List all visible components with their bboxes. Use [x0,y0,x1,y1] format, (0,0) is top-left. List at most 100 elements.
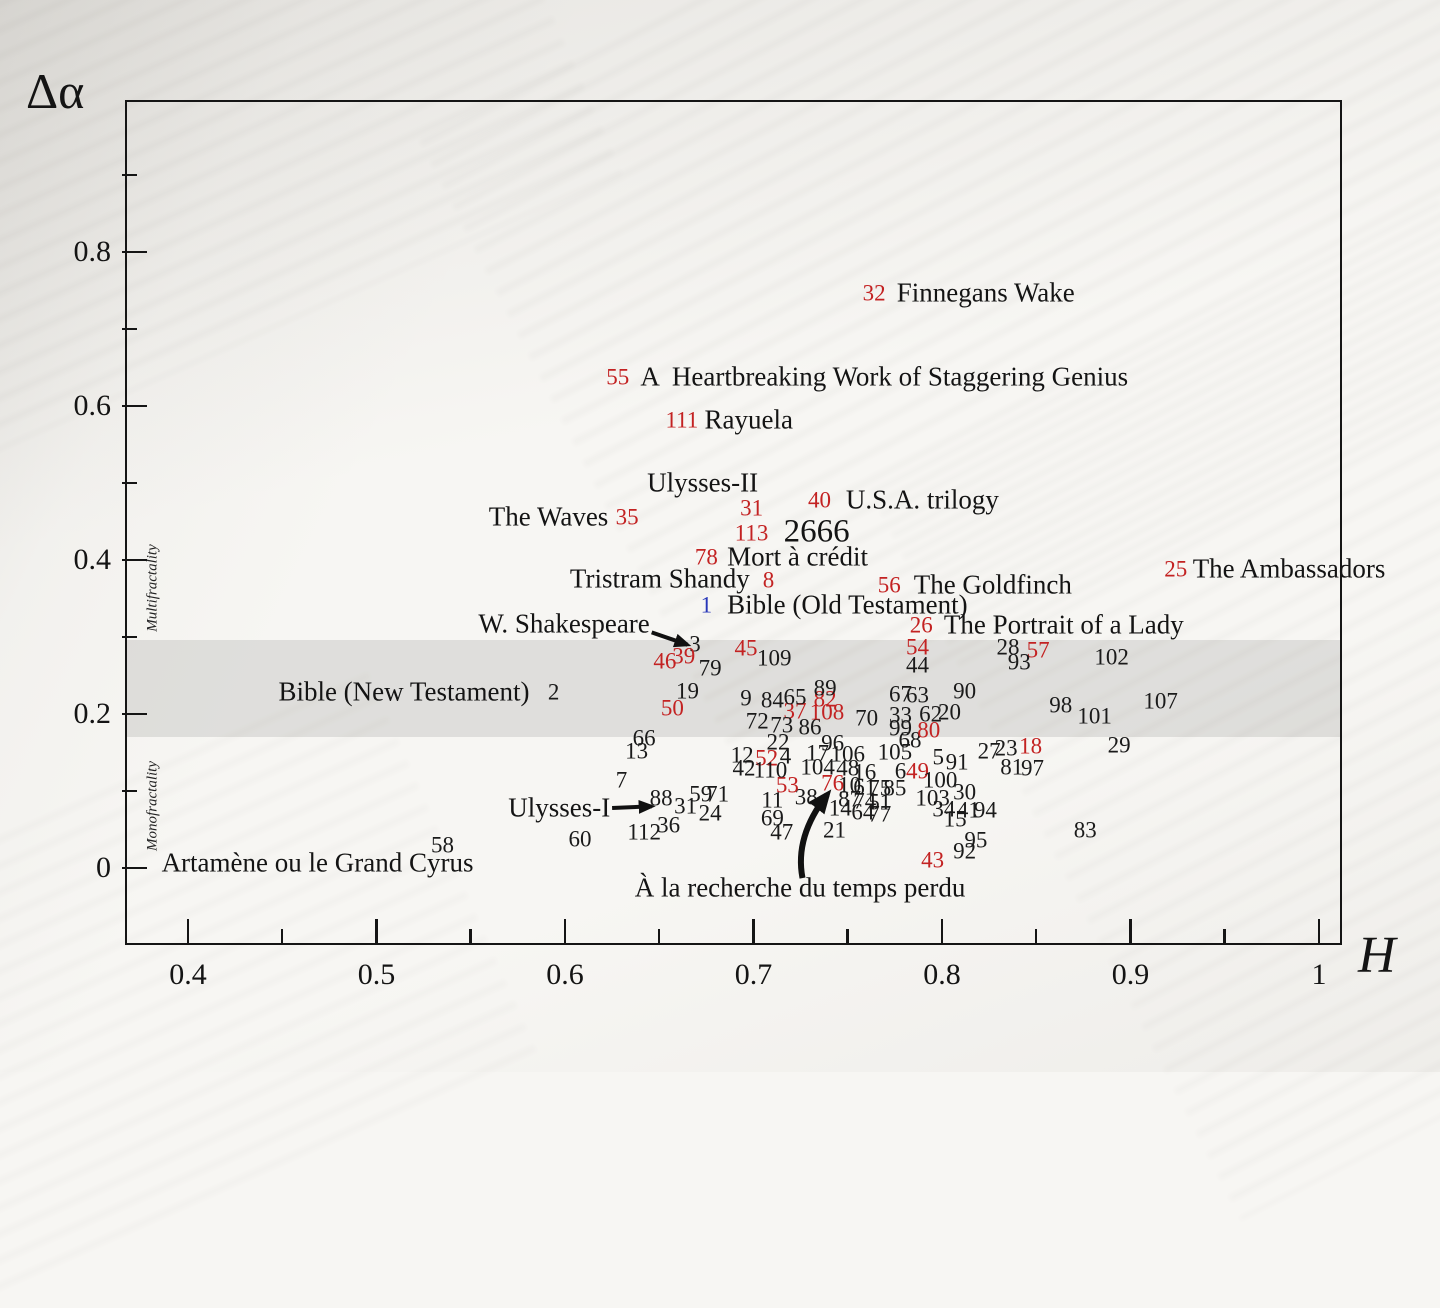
x-minor-tick [657,929,661,943]
data-point-101: 101 [1077,703,1112,729]
data-point-7: 7 [615,767,628,793]
y-minor-tick [122,327,137,331]
x-major-tick [1317,919,1321,943]
annotation-a-heartbreaking-work-of-staggering-genius: A Heartbreaking Work of Staggering Geniu… [640,361,1129,392]
annotation-the-ambassadors: The Ambassadors [1192,553,1386,584]
data-point-45: 45 [734,635,758,661]
data-point-24: 24 [698,800,722,826]
data-point-33: 33 [889,702,913,728]
data-point-94: 94 [973,797,997,823]
data-point-21: 21 [823,817,847,843]
data-point-64: 64 [851,799,875,825]
x-tick-label: 0.4 [169,958,207,991]
data-point-73: 73 [770,712,794,738]
annotation-the-goldfinch: The Goldfinch [913,569,1072,600]
data-point-85: 85 [883,775,907,801]
data-point-111: 111 [665,407,699,433]
data-point-82: 82 [813,686,837,712]
y-major-tick [122,866,147,870]
data-point-9: 9 [740,685,752,711]
data-point-46: 46 [653,648,677,674]
annotation-the-portrait-of-a-lady: The Portrait of a Lady [943,609,1184,640]
data-point-41: 41 [956,797,980,823]
data-point-61: 61 [853,774,877,800]
y-tick-label: 0 [96,850,111,884]
data-point-108: 108 [809,699,845,725]
data-point-36: 36 [657,812,681,838]
annotation-ulysses-i: Ulysses-I [508,792,611,823]
x-tick-label: 0.8 [923,958,961,991]
data-point-109: 109 [756,645,792,671]
data-point-49: 49 [905,758,929,784]
data-point-31: 31 [740,495,764,521]
data-point-23: 23 [994,735,1018,761]
data-point-11: 11 [761,787,784,813]
data-point-66: 66 [632,725,656,751]
data-point-83: 83 [1073,817,1097,843]
x-minor-tick [846,929,849,943]
data-point-35: 35 [615,504,639,530]
data-point-37: 37 [783,698,807,724]
data-point-67: 67 [889,681,913,707]
data-point-20: 20 [938,699,962,725]
data-point-75: 75 [868,775,892,801]
data-point-62: 62 [919,701,943,727]
plot-frame [125,100,1342,945]
data-point-39: 39 [672,643,696,669]
data-point-87: 87 [838,786,862,812]
data-point-103: 103 [915,785,950,811]
annotation-the-waves: The Waves [488,501,609,532]
annotation-la-recherche-du-temps-perdu: À la recherche du temps perdu [634,872,966,903]
data-point-89: 89 [813,675,837,701]
data-point-17: 17 [806,740,830,766]
y-axis-title: Δα [26,63,85,119]
data-point-95: 95 [964,827,988,853]
data-point-28: 28 [996,634,1020,660]
data-point-99: 99 [889,715,913,741]
y-major-tick [122,558,147,562]
data-point-74: 74 [853,788,877,814]
data-point-92: 92 [953,838,977,864]
data-point-3: 3 [689,631,701,657]
data-point-27: 27 [977,738,1001,764]
data-point-84: 84 [760,687,784,713]
data-point-65: 65 [783,684,807,710]
x-minor-tick [280,929,284,943]
data-point-10: 10 [838,772,862,798]
data-point-106: 106 [830,741,865,767]
data-point-60: 60 [568,826,592,852]
x-major-tick [375,919,378,943]
data-point-47: 47 [770,819,794,845]
data-point-5: 5 [932,744,944,770]
data-point-54: 54 [905,634,929,660]
data-point-18: 18 [1019,733,1043,759]
data-point-50: 50 [660,695,684,721]
annotation-bible-new-testament: Bible (New Testament) [278,676,530,707]
data-point-51: 51 [868,789,892,815]
data-point-34: 34 [932,796,956,822]
data-point-13: 13 [625,738,649,764]
x-tick-label: 0.7 [734,958,773,991]
data-point-56: 56 [877,572,901,598]
y-major-tick [122,712,147,716]
annotation-tristram-shandy: Tristram Shandy [569,563,750,594]
x-tick-label: 0.9 [1111,958,1150,991]
data-point-70: 70 [855,705,879,731]
data-point-113: 113 [734,520,769,546]
data-point-32: 32 [862,280,886,306]
annotation-finnegans-wake: Finnegans Wake [896,277,1075,308]
data-point-42: 42 [732,755,756,781]
data-point-86: 86 [798,714,822,740]
data-point-91: 91 [945,749,969,775]
y-tick-label: 0.4 [73,542,112,576]
data-point-44: 44 [905,652,929,678]
data-point-26: 26 [909,612,933,638]
annotation-artam-ne-ou-le-grand-cyrus: Artamène ou le Grand Cyrus [161,847,474,878]
data-point-63: 63 [905,682,929,708]
x-major-tick [1129,919,1132,943]
y-tick-label: 0.2 [73,696,112,730]
data-point-57: 57 [1026,637,1050,663]
data-point-80: 80 [917,717,941,743]
data-point-93: 93 [1007,649,1031,675]
